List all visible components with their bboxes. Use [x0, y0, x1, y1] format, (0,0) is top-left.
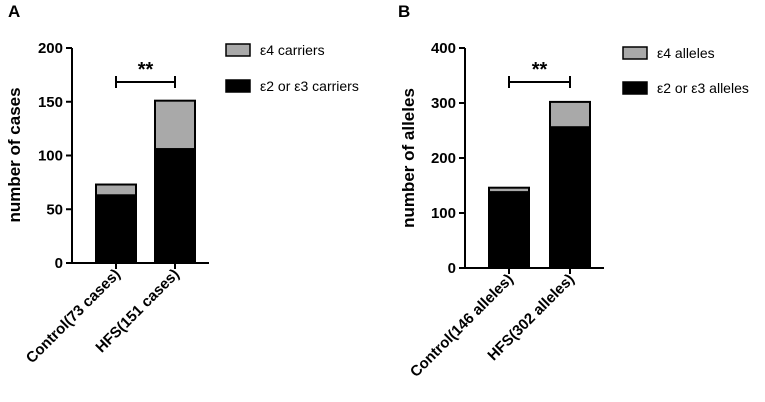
y-tick-label: 0	[448, 260, 456, 277]
legend-entry: ε2 or ε3 alleles	[657, 80, 749, 96]
legend-entry: ε4 carriers	[260, 42, 325, 58]
bar-segment-top	[154, 99, 196, 151]
legend-swatch	[225, 79, 251, 93]
legend-swatch	[622, 46, 648, 60]
bar-segment-top	[488, 186, 530, 194]
legend-entry: ε2 or ε3 carriers	[260, 78, 359, 94]
legend-entry: ε4 alleles	[657, 45, 715, 61]
y-tick-label: 100	[431, 205, 456, 222]
y-axis-label: number of cases	[5, 87, 24, 222]
y-tick-label: 100	[38, 148, 63, 165]
y-tick-label: 0	[55, 255, 63, 272]
y-tick-label: 300	[431, 95, 456, 112]
legend-swatch	[225, 43, 251, 57]
y-tick-label: 400	[431, 40, 456, 57]
bar-segment-top	[95, 183, 137, 197]
bar-segment-base	[549, 126, 591, 269]
bar-segment-top	[549, 100, 591, 129]
bar-segment-base	[95, 194, 137, 264]
significance-label: **	[138, 59, 154, 81]
legend-swatch	[622, 81, 648, 95]
bar-segment-base	[488, 191, 530, 270]
y-tick-label: 200	[431, 150, 456, 167]
significance-label: **	[532, 59, 548, 81]
y-tick-label: 150	[38, 94, 63, 111]
y-tick-label: 50	[46, 201, 63, 218]
y-tick-label: 200	[38, 40, 63, 57]
bar-segment-base	[154, 148, 196, 264]
x-category-label: Control(146 alleles)	[407, 271, 517, 381]
panel-letter: B	[398, 2, 410, 21]
panel-b: B 0 100 200 300 400 number of alleles Control(1…	[398, 2, 749, 381]
panel-letter: A	[8, 2, 20, 21]
y-axis-label: number of alleles	[399, 88, 418, 228]
